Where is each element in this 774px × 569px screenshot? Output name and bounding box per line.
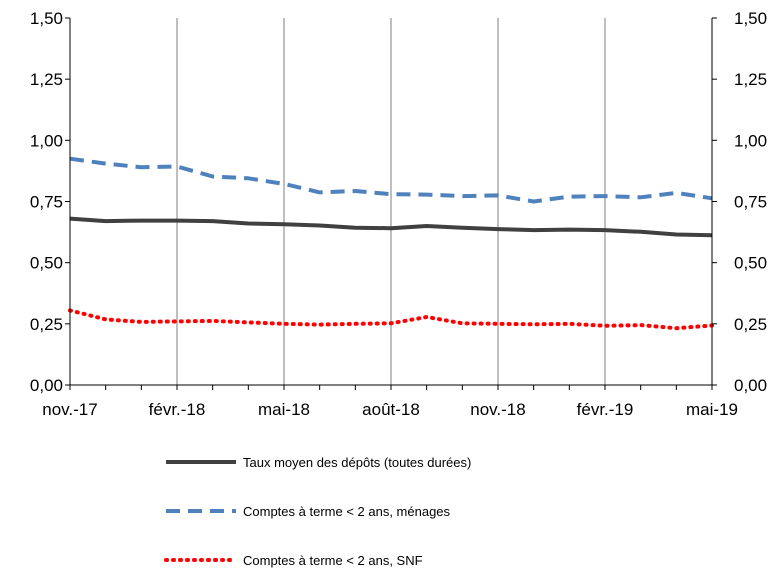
x-tick-label: févr.-18 <box>149 400 206 419</box>
series-line-3 <box>68 308 714 331</box>
legend-label-2: Comptes à terme < 2 ans, ménages <box>243 504 451 519</box>
y-tick-label-right: 0,00 <box>734 376 767 395</box>
y-tick-label-left: 0,00 <box>30 376 63 395</box>
x-tick-label: févr.-19 <box>577 400 634 419</box>
x-axis-ticks: nov.-17 févr.-18 mai-18 août-18 nov.-18 févr.… <box>42 385 738 419</box>
series-lines <box>68 156 714 331</box>
legend-label-3: Comptes à terme < 2 ans, SNF <box>243 553 423 568</box>
series-line-1 <box>69 216 713 238</box>
x-tick-label: août-18 <box>362 400 420 419</box>
x-tick-label: nov.-17 <box>42 400 97 419</box>
y-tick-label-right: 0,25 <box>734 315 767 334</box>
y-axis-left-ticks: 0,00 0,25 0,50 0,75 1,00 1,25 1,50 <box>30 9 70 395</box>
y-tick-label-left: 0,25 <box>30 315 63 334</box>
legend-label-1: Taux moyen des dépôts (toutes durées) <box>243 455 471 470</box>
y-tick-label-left: 1,50 <box>30 9 63 28</box>
x-tick-label: mai-19 <box>686 400 738 419</box>
y-axis-right-ticks: 0,00 0,25 0,50 0,75 1,00 1,25 1,50 <box>712 9 767 395</box>
series-line-2 <box>69 156 713 204</box>
x-tick-label: nov.-18 <box>470 400 525 419</box>
x-tick-label: mai-18 <box>258 400 310 419</box>
y-tick-label-right: 1,50 <box>734 9 767 28</box>
legend: Taux moyen des dépôts (toutes durées) Com… <box>164 455 471 568</box>
y-tick-label-right: 1,00 <box>734 131 767 150</box>
y-tick-label-left: 1,00 <box>30 131 63 150</box>
y-tick-label-right: 0,75 <box>734 193 767 212</box>
y-tick-label-left: 0,75 <box>30 193 63 212</box>
y-tick-label-right: 0,50 <box>734 254 767 273</box>
y-tick-label-right: 1,25 <box>734 70 767 89</box>
y-tick-label-left: 0,50 <box>30 254 63 273</box>
y-tick-label-left: 1,25 <box>30 70 63 89</box>
